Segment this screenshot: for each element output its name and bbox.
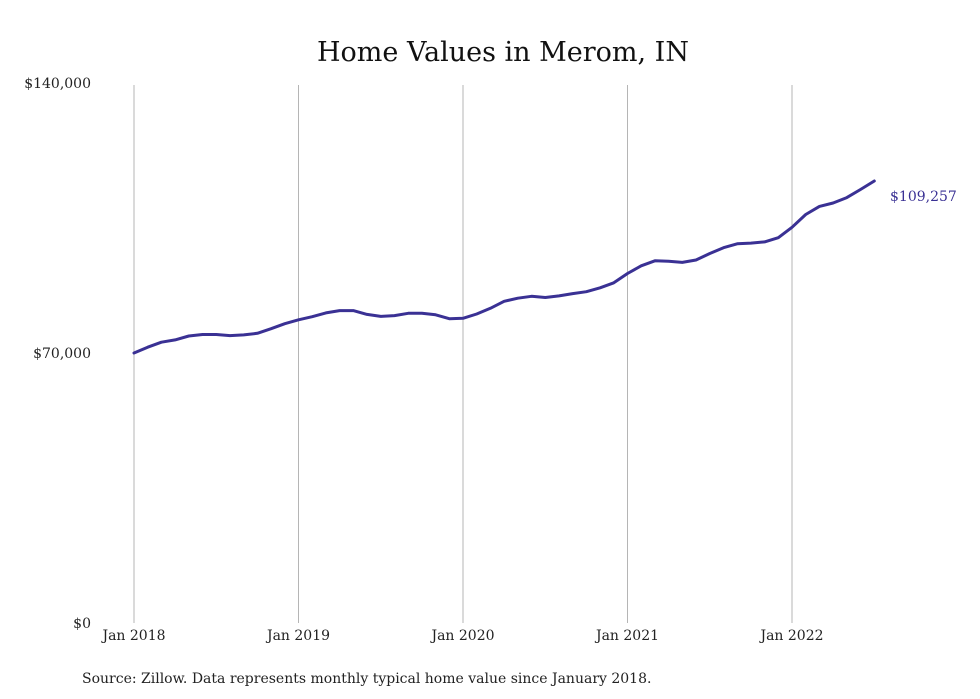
y-tick-label: $0 xyxy=(73,616,91,632)
chart-title: Home Values in Merom, IN xyxy=(317,37,689,68)
x-tick-label: Jan 2022 xyxy=(758,628,823,644)
y-axis-tick-labels: $0 $70,000 $140,000 xyxy=(24,76,91,632)
series-line-0 xyxy=(132,179,876,355)
y-tick-label: $70,000 xyxy=(33,346,91,362)
x-tick-label: Jan 2019 xyxy=(265,628,330,644)
last-value-label: $109,257 xyxy=(890,189,957,205)
source-note: Source: Zillow. Data represents monthly … xyxy=(82,671,651,687)
x-tick-label: Jan 2021 xyxy=(594,628,659,644)
vertical-gridlines xyxy=(133,85,793,623)
x-axis-tick-labels: Jan 2018 Jan 2019 Jan 2020 Jan 2021 Jan 2022 xyxy=(100,628,823,644)
x-tick-label: Jan 2020 xyxy=(429,628,494,644)
x-tick-label: Jan 2018 xyxy=(100,628,165,644)
y-tick-label: $140,000 xyxy=(24,76,91,92)
series-layer xyxy=(132,179,876,355)
